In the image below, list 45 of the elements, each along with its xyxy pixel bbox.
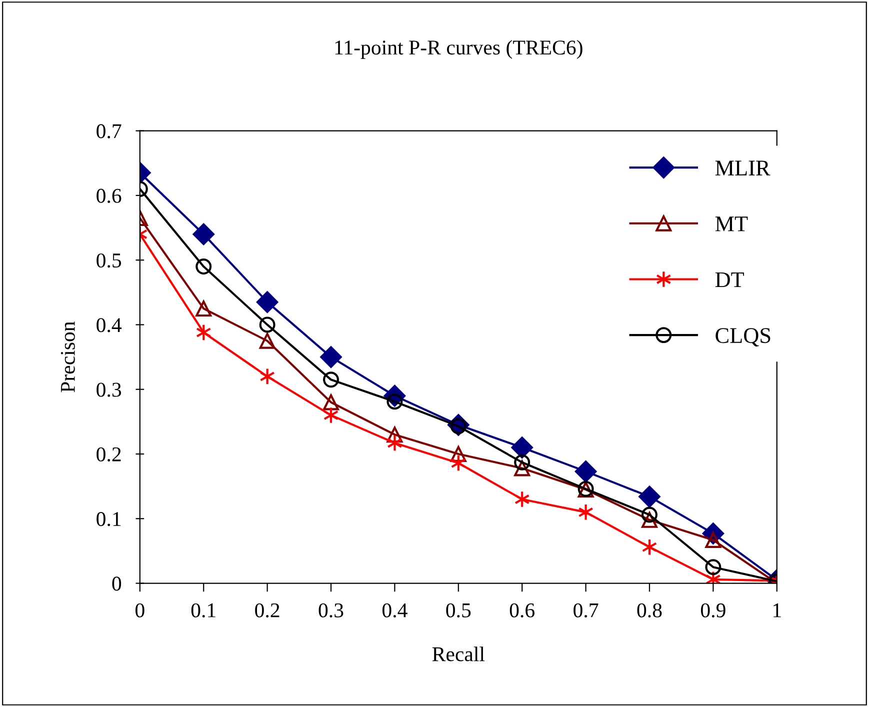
y-tick-label: 0: [112, 576, 122, 591]
point: [259, 332, 276, 349]
legend-label: DT: [715, 272, 744, 288]
y-tick-label: 0.4: [96, 318, 122, 332]
x-tick-label: 0.2: [255, 603, 280, 618]
point: [574, 460, 597, 482]
legend-label: MLIR: [715, 160, 770, 176]
legend-label: MT: [715, 216, 748, 232]
point: [450, 446, 466, 462]
point: [320, 346, 342, 368]
point: [323, 372, 339, 388]
point: [514, 454, 530, 470]
x-tick-label: 0.6: [510, 603, 534, 618]
y-axis-title: Precison: [60, 321, 75, 392]
y-tick-label: 0.5: [96, 253, 122, 268]
x-tick-label: 0.7: [574, 603, 598, 618]
x-tick-label: 0.1: [191, 603, 216, 618]
x-tick-label: 0.3: [318, 603, 344, 618]
y-tick-label: 0.6: [96, 188, 122, 203]
y-tick-label: 0.1: [96, 512, 121, 526]
point: [705, 559, 722, 576]
point: [196, 300, 212, 317]
x-tick-label: 0: [135, 603, 144, 618]
y-tick-label: 0.3: [96, 382, 122, 397]
legend-label: CLQS: [716, 328, 770, 346]
point: [642, 506, 658, 523]
x-tick-label: 0.4: [382, 603, 408, 618]
x-tick-label: 0.5: [446, 603, 471, 618]
y-tick-label: 0.7: [96, 124, 122, 138]
point: [192, 223, 214, 246]
point: [638, 486, 660, 508]
x-tick-label: 0.9: [700, 603, 726, 618]
point: [514, 460, 530, 476]
y-tick-label: 0.2: [96, 447, 121, 462]
x-tick-label: 0.8: [637, 603, 662, 618]
point: [259, 316, 276, 333]
point: [386, 426, 403, 443]
point: [256, 291, 278, 313]
chart-title: 11-point P-R curves (TREC6): [335, 40, 582, 59]
x-axis-title: Recall: [432, 646, 485, 662]
x-tick-label: 1: [774, 603, 781, 618]
point: [323, 394, 339, 410]
point: [642, 512, 658, 528]
point: [511, 436, 533, 458]
point: [196, 258, 212, 275]
